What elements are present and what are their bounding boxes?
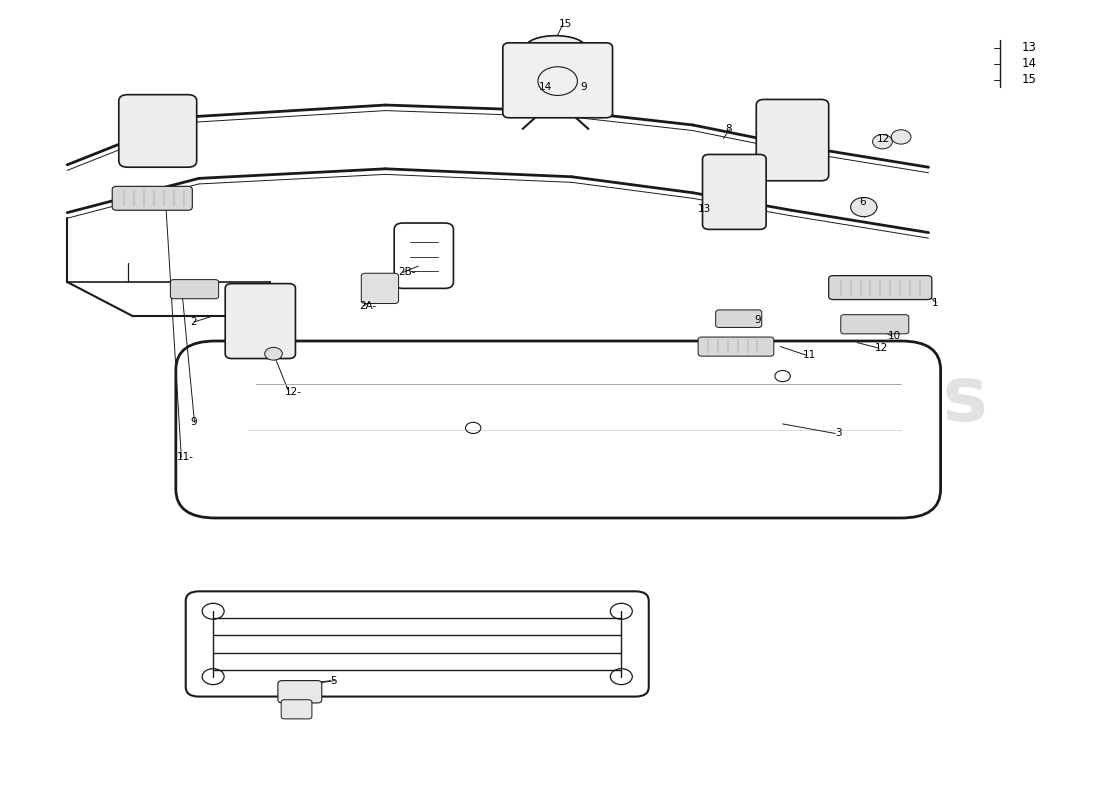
FancyBboxPatch shape bbox=[226, 284, 296, 358]
Text: a passion for parts since 1985: a passion for parts since 1985 bbox=[612, 486, 883, 505]
Text: 12-: 12- bbox=[285, 387, 301, 397]
Text: 9: 9 bbox=[755, 315, 761, 326]
Text: 9: 9 bbox=[581, 82, 587, 93]
FancyBboxPatch shape bbox=[698, 337, 773, 356]
FancyBboxPatch shape bbox=[828, 276, 932, 299]
Text: 8: 8 bbox=[726, 124, 733, 134]
Text: 3: 3 bbox=[835, 429, 842, 438]
FancyBboxPatch shape bbox=[176, 341, 940, 518]
Text: 14: 14 bbox=[1022, 57, 1037, 70]
FancyBboxPatch shape bbox=[503, 43, 613, 118]
Circle shape bbox=[872, 134, 892, 149]
FancyBboxPatch shape bbox=[278, 681, 322, 703]
FancyBboxPatch shape bbox=[112, 186, 192, 210]
Text: 1: 1 bbox=[932, 298, 938, 308]
Text: 11-: 11- bbox=[177, 452, 194, 462]
Text: 10: 10 bbox=[888, 331, 901, 342]
FancyBboxPatch shape bbox=[170, 280, 219, 298]
Text: 9: 9 bbox=[190, 418, 197, 427]
Text: 12: 12 bbox=[877, 134, 890, 143]
Text: eurospares: eurospares bbox=[506, 363, 989, 437]
FancyBboxPatch shape bbox=[119, 94, 197, 167]
Text: 11: 11 bbox=[802, 350, 815, 360]
Text: 13: 13 bbox=[1022, 41, 1036, 54]
Text: 12: 12 bbox=[874, 343, 888, 353]
Circle shape bbox=[265, 347, 283, 360]
FancyBboxPatch shape bbox=[361, 274, 398, 303]
Text: 2B-: 2B- bbox=[398, 267, 416, 278]
Text: 13: 13 bbox=[698, 204, 712, 214]
Ellipse shape bbox=[526, 36, 585, 59]
Text: 6: 6 bbox=[859, 198, 866, 207]
Text: 15: 15 bbox=[559, 18, 572, 29]
Text: 5: 5 bbox=[331, 676, 338, 686]
FancyBboxPatch shape bbox=[716, 310, 762, 327]
Text: 14: 14 bbox=[539, 82, 552, 93]
Text: 15: 15 bbox=[1022, 73, 1036, 86]
FancyBboxPatch shape bbox=[703, 154, 767, 230]
Text: 2A-: 2A- bbox=[359, 301, 376, 311]
Text: 2: 2 bbox=[190, 317, 197, 327]
FancyBboxPatch shape bbox=[840, 314, 909, 334]
Circle shape bbox=[891, 130, 911, 144]
Circle shape bbox=[850, 198, 877, 217]
FancyBboxPatch shape bbox=[757, 99, 828, 181]
FancyBboxPatch shape bbox=[282, 700, 312, 719]
